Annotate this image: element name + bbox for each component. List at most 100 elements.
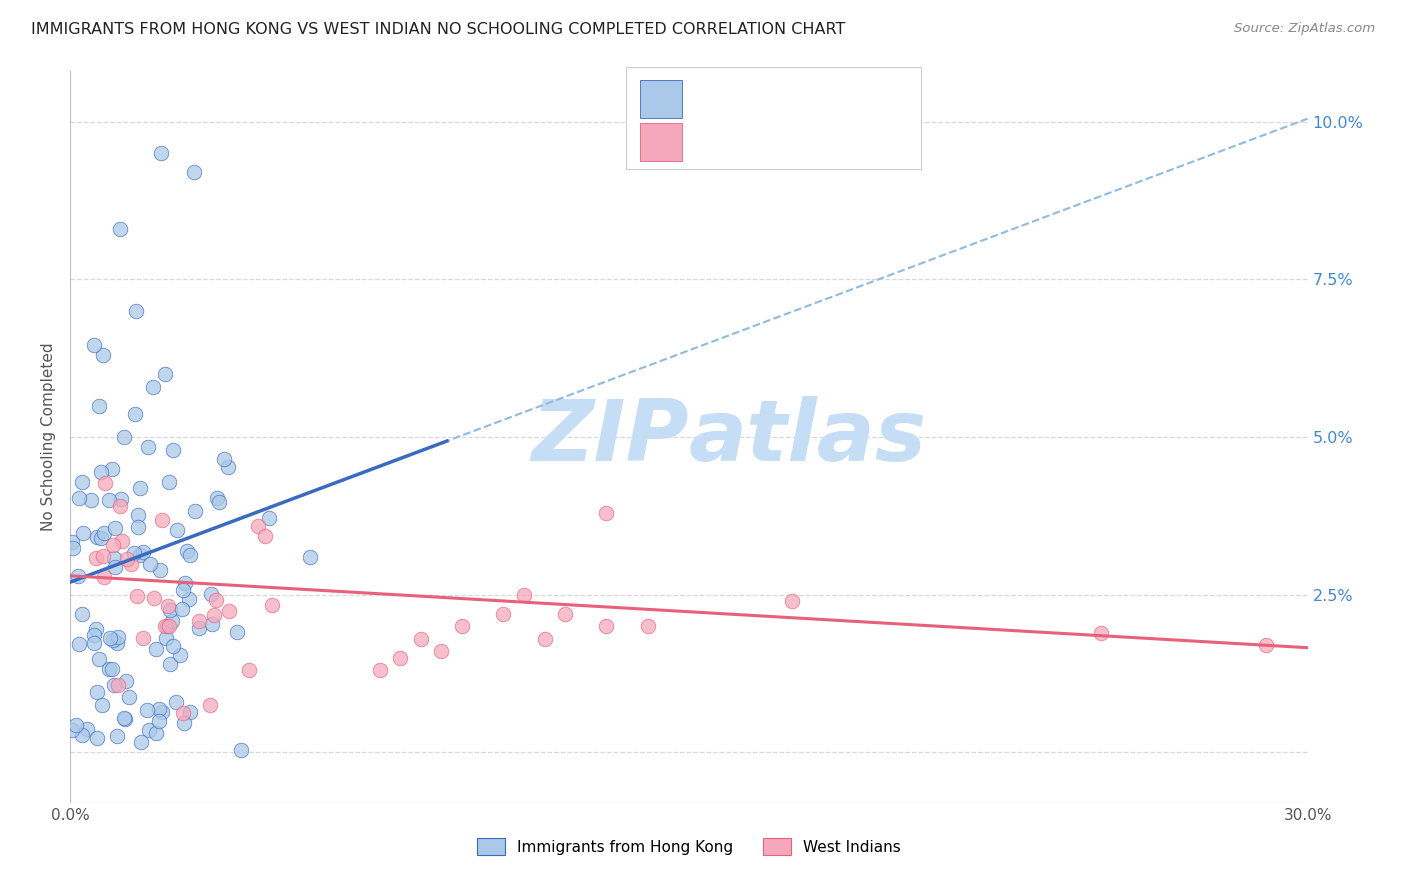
Point: [780, 594, 803, 608]
Point: [101, 632, 124, 647]
Point: [84, 622, 107, 636]
Point: [90, 531, 112, 545]
Point: [104, 560, 127, 574]
Point: [187, 615, 209, 629]
Point: [150, 146, 173, 161]
Point: [135, 703, 157, 717]
Point: [179, 705, 201, 719]
Point: [129, 481, 152, 495]
Point: [103, 551, 125, 566]
Point: [169, 648, 191, 663]
Point: [165, 695, 187, 709]
Point: [80, 493, 103, 508]
Point: [1090, 625, 1112, 640]
Point: [129, 734, 152, 748]
Point: [83, 628, 105, 642]
Point: [389, 650, 412, 665]
Point: [148, 702, 170, 716]
Point: [430, 644, 453, 658]
Point: [107, 631, 129, 645]
Point: [127, 520, 149, 534]
Point: [108, 499, 131, 513]
Point: [138, 440, 160, 454]
Point: [157, 599, 180, 613]
Point: [91, 698, 114, 712]
Point: [114, 674, 136, 689]
Point: [217, 459, 239, 474]
Point: [91, 549, 114, 563]
Point: [138, 723, 160, 738]
Point: [86, 530, 108, 544]
Point: [637, 619, 659, 633]
Point: [142, 379, 165, 393]
Point: [145, 726, 167, 740]
Point: [368, 664, 391, 678]
Point: [231, 743, 253, 757]
Point: [110, 534, 132, 549]
Point: [139, 557, 162, 571]
Point: [70, 728, 93, 742]
Point: [60, 723, 83, 737]
Point: [125, 304, 148, 318]
Point: [157, 475, 180, 489]
Point: [62, 541, 84, 555]
Point: [105, 636, 128, 650]
Point: [205, 491, 228, 505]
Point: [212, 451, 235, 466]
Point: [84, 551, 107, 566]
Point: [132, 631, 155, 645]
Point: [172, 582, 194, 597]
Point: [153, 619, 176, 633]
Point: [179, 548, 201, 562]
Point: [207, 494, 229, 508]
Point: [150, 706, 173, 720]
Point: [246, 519, 269, 533]
Point: [183, 165, 205, 179]
Point: [200, 587, 222, 601]
Point: [238, 663, 260, 677]
Text: atlas: atlas: [689, 395, 927, 479]
Point: [65, 718, 87, 732]
Point: [93, 525, 115, 540]
Point: [90, 466, 112, 480]
Point: [112, 711, 135, 725]
Point: [112, 430, 135, 444]
Point: [179, 591, 201, 606]
Point: [451, 619, 474, 633]
Y-axis label: No Schooling Completed: No Schooling Completed: [41, 343, 56, 532]
Point: [172, 706, 194, 721]
Point: [201, 617, 224, 632]
Point: [101, 538, 124, 552]
Point: [76, 722, 98, 736]
Point: [70, 607, 93, 621]
Point: [127, 508, 149, 523]
Point: [66, 568, 89, 582]
Point: [202, 608, 225, 623]
Point: [253, 529, 276, 543]
Point: [127, 589, 149, 603]
Point: [198, 698, 221, 712]
Text: R = -0.168: R = -0.168: [693, 134, 780, 148]
Point: [91, 348, 114, 362]
Text: N =  42: N = 42: [808, 134, 870, 148]
Point: [145, 641, 167, 656]
Text: R =  0.102: R = 0.102: [693, 89, 779, 103]
Point: [83, 636, 105, 650]
Point: [299, 549, 322, 564]
Point: [100, 461, 122, 475]
Point: [72, 525, 94, 540]
Point: [118, 690, 141, 704]
Point: [260, 598, 283, 612]
Point: [86, 685, 108, 699]
Point: [554, 607, 576, 621]
Point: [166, 523, 188, 537]
Point: [409, 632, 432, 646]
Point: [142, 591, 165, 605]
Text: Source: ZipAtlas.com: Source: ZipAtlas.com: [1234, 22, 1375, 36]
Point: [150, 513, 173, 527]
Point: [67, 491, 90, 506]
Point: [114, 712, 136, 726]
Point: [101, 662, 124, 676]
Point: [513, 588, 536, 602]
Point: [226, 624, 249, 639]
